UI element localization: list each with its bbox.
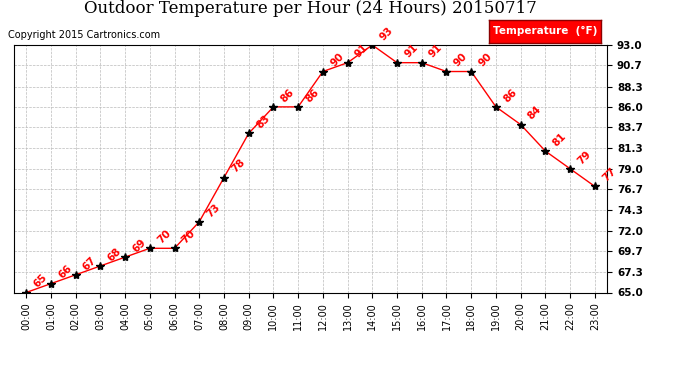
Text: 93: 93 xyxy=(378,25,395,42)
Text: 91: 91 xyxy=(427,43,444,60)
Text: 69: 69 xyxy=(130,237,148,254)
Title: Outdoor Temperature per Hour (24 Hours) 20150717: Outdoor Temperature per Hour (24 Hours) … xyxy=(84,0,537,17)
Text: 73: 73 xyxy=(205,202,222,219)
Text: Copyright 2015 Cartronics.com: Copyright 2015 Cartronics.com xyxy=(8,30,160,40)
Text: 67: 67 xyxy=(81,255,99,272)
Text: 90: 90 xyxy=(477,51,494,69)
Text: 90: 90 xyxy=(328,51,346,69)
Text: 68: 68 xyxy=(106,246,124,263)
Text: 65: 65 xyxy=(32,272,49,290)
Text: 90: 90 xyxy=(452,51,469,69)
Text: 78: 78 xyxy=(230,158,247,175)
Text: 91: 91 xyxy=(402,43,420,60)
Text: 70: 70 xyxy=(155,228,172,246)
Text: 86: 86 xyxy=(502,87,519,104)
Text: 91: 91 xyxy=(353,43,371,60)
Text: 84: 84 xyxy=(526,104,544,122)
Text: 83: 83 xyxy=(254,113,272,130)
Text: 86: 86 xyxy=(279,87,296,104)
Text: 86: 86 xyxy=(304,87,321,104)
Text: 70: 70 xyxy=(180,228,197,246)
Text: 81: 81 xyxy=(551,131,569,148)
Text: 79: 79 xyxy=(575,148,593,166)
Text: 77: 77 xyxy=(600,166,618,184)
Text: 66: 66 xyxy=(57,264,74,281)
